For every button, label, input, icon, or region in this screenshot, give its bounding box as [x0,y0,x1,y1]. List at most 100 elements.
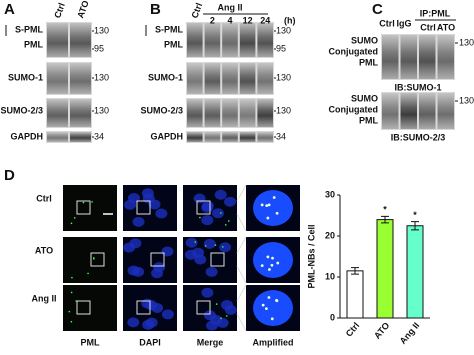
lane-label: 2 [210,15,215,25]
nucleus [205,266,218,277]
dot [220,317,222,319]
blot-label: SUMO [351,93,378,103]
lane [222,23,238,57]
nucleus [129,238,142,249]
nucleus [203,238,216,249]
lane [47,99,68,127]
nb [266,255,270,259]
dot [68,310,71,313]
lane [257,132,273,142]
bar [406,225,424,319]
nb [270,317,274,321]
mw-label: 95 [94,43,104,53]
mw-label: 130 [94,25,109,35]
nucleus [132,266,145,277]
nucleus [127,317,140,328]
lane [187,99,203,127]
nucleus [185,237,198,248]
nb [261,303,265,307]
nucleus [161,246,174,257]
row-label: SUMO-2/3 [0,105,43,115]
dot [194,241,197,243]
dot [70,291,73,294]
y-tick-label: 20 [325,230,335,240]
lane [400,35,417,79]
lane [47,132,68,142]
blot-label: PML [359,115,379,125]
mw-label: 130 [276,105,291,115]
lane [239,23,256,57]
zoom-line [236,284,247,302]
row-label: S-PML [15,24,44,34]
nucleus [151,302,164,313]
mw-label: 95 [276,43,286,53]
column-label: Merge [197,337,224,347]
nucleus [219,242,232,253]
nb [265,307,268,311]
nucleus [214,189,227,200]
blot-label: SUMO [351,35,378,45]
significance: * [413,210,417,220]
nucleus [148,199,161,210]
lane [204,132,221,142]
treatment: Ang II [218,2,243,12]
lane [222,132,238,142]
lane [239,132,256,142]
nb [260,203,264,207]
blot-label: Conjugated [329,104,379,114]
lane [70,132,91,142]
nb [275,211,279,215]
nb [267,296,271,299]
roi [196,200,211,215]
nucleus [209,314,222,325]
dot [215,303,218,305]
nucleus [253,242,293,278]
mw-label: 130 [276,72,291,82]
y-tick-label: 30 [325,189,335,199]
nb [265,204,269,208]
mw-label: 130 [459,95,474,105]
nb [267,203,271,207]
lane-label: ATO [437,22,455,32]
zoom-line [236,184,247,202]
roi [90,252,105,267]
lane [400,93,417,129]
roi [76,300,91,315]
lane-label: 4 [227,15,232,25]
row-label: GAPDH [10,131,43,141]
row-label: GAPDH [150,131,183,141]
micrograph [63,237,117,283]
lane [70,99,91,127]
nucleus [224,196,237,207]
dot [226,315,228,317]
lane [70,23,91,57]
x-tick-label: Ctrl [344,320,362,338]
zoom-line [236,236,247,254]
row-label: Ctrl [36,193,52,203]
dot [209,305,211,307]
lane [47,23,68,57]
zoom-line [236,313,247,332]
lane [222,63,238,94]
nb [270,263,274,267]
mw-label: 130 [459,37,474,47]
nucleus [224,304,237,315]
dot [214,244,217,246]
zoom-line [236,213,247,232]
nucleus [253,290,293,326]
nucleus [132,216,145,227]
mw-label: 34 [276,131,286,141]
nb [275,299,279,303]
dot [227,220,230,222]
lane [257,63,273,94]
roi [196,300,211,315]
nucleus [161,309,174,320]
nb [268,268,271,271]
lane-label: Ctrl [52,2,67,20]
nb [276,261,280,265]
lane [239,63,256,94]
mw-label: 130 [94,105,109,115]
nb [272,196,276,199]
